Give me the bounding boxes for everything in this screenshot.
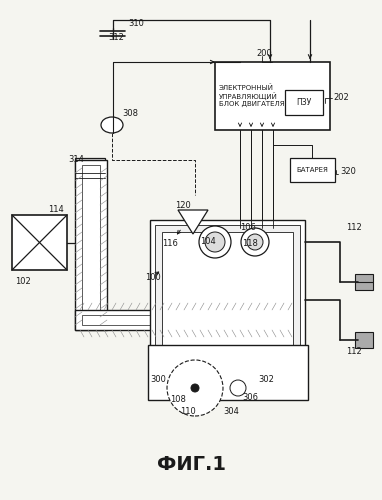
Bar	[290, 158, 335, 182]
Text: 312: 312	[108, 34, 124, 42]
Circle shape	[247, 234, 263, 250]
Bar	[75, 160, 107, 330]
Text: ПЗУ: ПЗУ	[296, 98, 312, 107]
Text: 120: 120	[175, 200, 191, 209]
Text: 116: 116	[162, 238, 178, 248]
Circle shape	[205, 232, 225, 252]
Polygon shape	[178, 210, 208, 234]
Text: 200: 200	[256, 48, 272, 58]
Bar	[75, 310, 300, 330]
Bar	[12, 215, 67, 270]
Ellipse shape	[101, 117, 123, 133]
Text: 306: 306	[242, 392, 258, 402]
Text: 308: 308	[122, 110, 138, 118]
Circle shape	[241, 228, 269, 256]
Circle shape	[191, 384, 199, 392]
Bar	[355, 332, 373, 348]
Text: 304: 304	[223, 408, 239, 416]
Bar	[82, 165, 100, 325]
Text: ЭЛЕКТРОННЫЙ: ЭЛЕКТРОННЫЙ	[219, 84, 274, 91]
Bar	[82, 315, 300, 325]
Bar	[355, 274, 373, 290]
Bar	[155, 225, 300, 365]
Text: БЛОК ДВИГАТЕЛЯ: БЛОК ДВИГАТЕЛЯ	[219, 101, 285, 107]
Text: УПРАВЛЯЮЩИЙ: УПРАВЛЯЮЩИЙ	[219, 92, 278, 100]
Text: 112: 112	[346, 224, 362, 232]
Text: 112: 112	[346, 348, 362, 356]
Bar	[215, 62, 330, 130]
Bar	[162, 232, 293, 358]
Text: 100: 100	[145, 274, 161, 282]
Bar	[75, 158, 105, 188]
Text: 310: 310	[128, 20, 144, 28]
Bar	[285, 90, 323, 115]
Text: 114: 114	[48, 206, 64, 214]
Bar	[150, 220, 305, 370]
Circle shape	[167, 360, 223, 416]
Text: 118: 118	[242, 240, 258, 248]
Text: 302: 302	[258, 376, 274, 384]
Circle shape	[199, 226, 231, 258]
Text: 320: 320	[340, 168, 356, 176]
Text: БАТАРЕЯ: БАТАРЕЯ	[296, 167, 329, 173]
Text: 106: 106	[240, 224, 256, 232]
Text: ФИГ.1: ФИГ.1	[157, 456, 225, 474]
Text: 202: 202	[333, 94, 349, 102]
Text: 300: 300	[150, 376, 166, 384]
Text: 314: 314	[68, 156, 84, 164]
Circle shape	[230, 380, 246, 396]
Text: 110: 110	[180, 408, 196, 416]
Text: 104: 104	[200, 238, 216, 246]
Bar	[148, 345, 308, 400]
Text: 108: 108	[170, 396, 186, 404]
Text: 102: 102	[15, 278, 31, 286]
